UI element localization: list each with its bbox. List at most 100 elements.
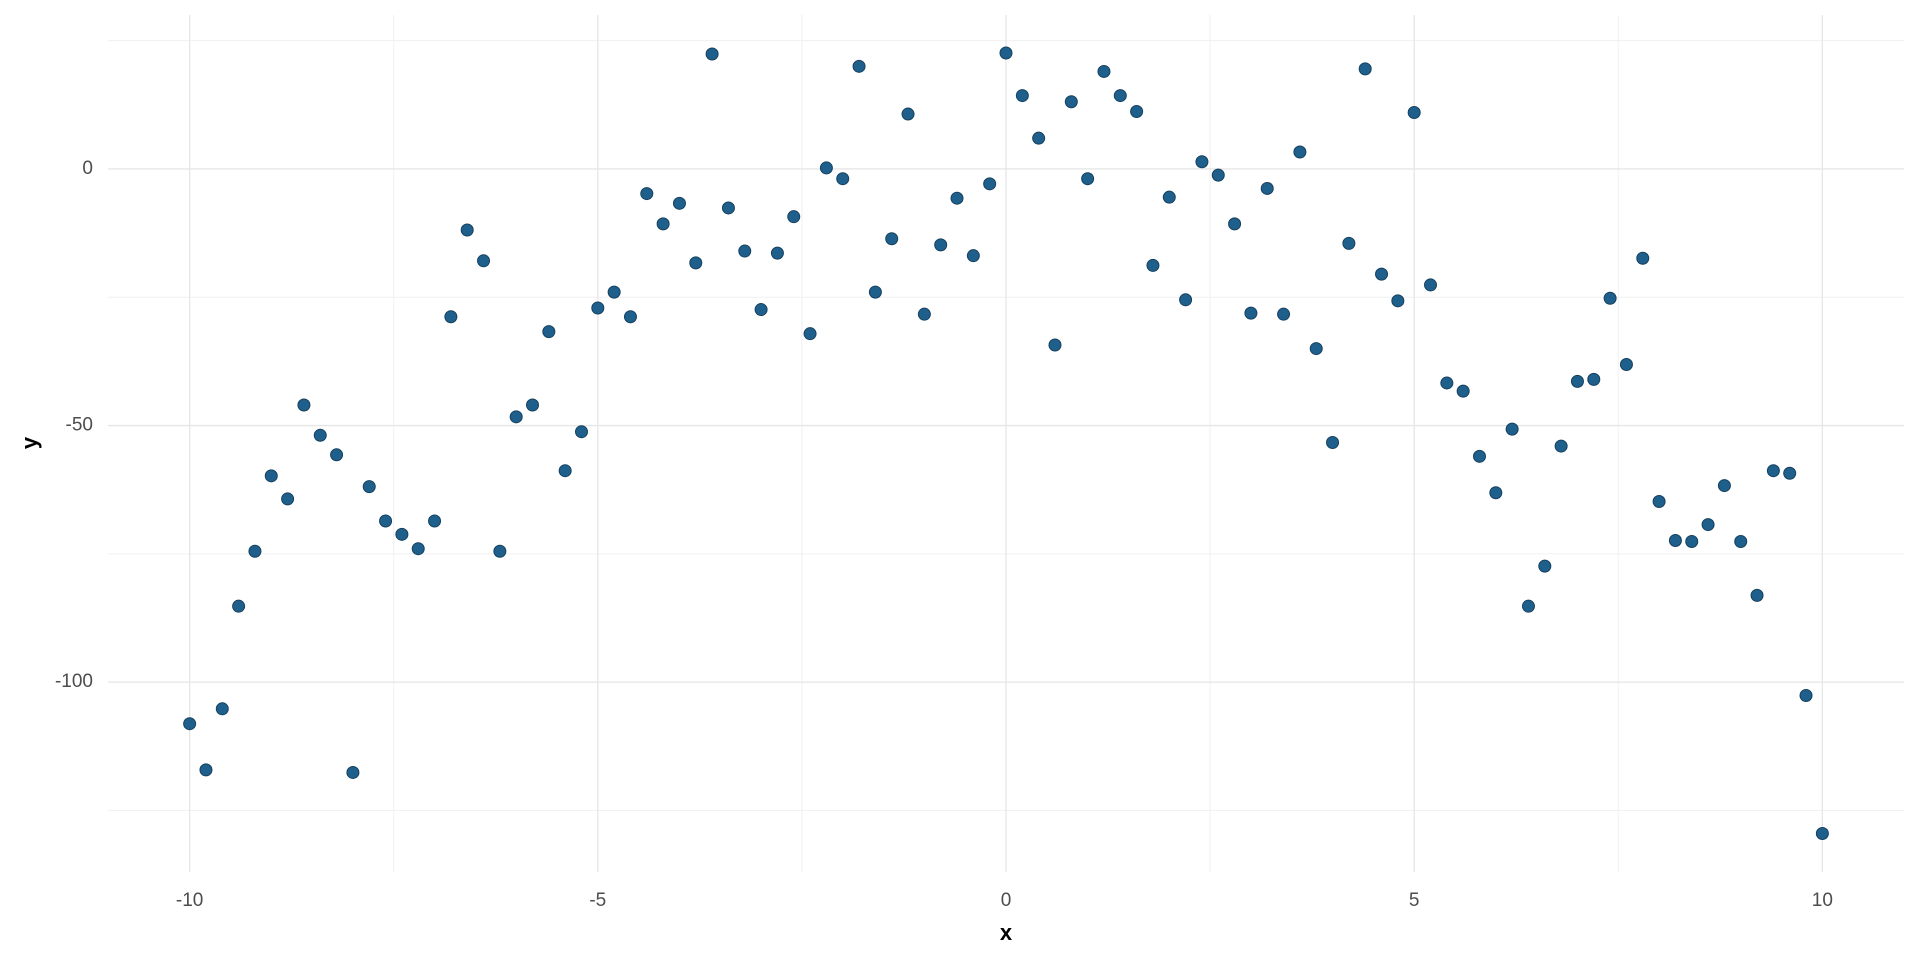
point — [330, 448, 344, 462]
point — [215, 702, 229, 716]
point — [460, 223, 474, 237]
point — [428, 514, 442, 528]
point — [1619, 357, 1633, 371]
point — [1554, 439, 1568, 453]
y-tick-label: 0 — [82, 158, 93, 179]
x-tick-label: -10 — [176, 890, 203, 911]
point — [656, 217, 670, 231]
point — [542, 325, 556, 339]
point — [738, 244, 752, 258]
point — [1228, 217, 1242, 231]
point — [1277, 307, 1291, 321]
point — [1375, 267, 1389, 281]
point — [1015, 89, 1029, 103]
point — [1244, 306, 1258, 320]
point — [1081, 172, 1095, 186]
point — [836, 172, 850, 186]
point — [1472, 449, 1486, 463]
point — [1783, 466, 1797, 480]
point — [395, 527, 409, 541]
point — [1326, 435, 1340, 449]
point — [1113, 89, 1127, 103]
point — [1440, 376, 1454, 390]
x-tick-label: 5 — [1409, 890, 1420, 911]
point — [1211, 168, 1225, 182]
point — [1179, 293, 1193, 307]
point — [346, 765, 360, 779]
point — [1717, 479, 1731, 493]
point — [1505, 422, 1519, 436]
point — [232, 599, 246, 613]
point — [248, 544, 262, 558]
point — [1489, 486, 1503, 500]
point — [1391, 294, 1405, 308]
point — [379, 514, 393, 528]
point — [1293, 145, 1307, 159]
point — [313, 428, 327, 442]
point — [1456, 384, 1470, 398]
point — [1521, 599, 1535, 613]
point — [1162, 190, 1176, 204]
point — [1260, 181, 1274, 195]
point — [477, 254, 491, 268]
point — [1603, 291, 1617, 305]
point — [574, 425, 588, 439]
point — [1799, 688, 1813, 702]
point — [1750, 588, 1764, 602]
point — [444, 310, 458, 324]
point — [868, 285, 882, 299]
point — [966, 249, 980, 263]
point — [1587, 372, 1601, 386]
point — [852, 59, 866, 73]
point — [199, 763, 213, 777]
point — [1048, 338, 1062, 352]
point — [1358, 62, 1372, 76]
point — [1701, 518, 1715, 532]
point — [934, 238, 948, 252]
point — [623, 310, 637, 324]
point — [1407, 106, 1421, 120]
point — [705, 47, 719, 61]
point — [689, 256, 703, 270]
point — [1130, 104, 1144, 118]
point — [770, 246, 784, 260]
point — [297, 398, 311, 412]
point — [1652, 494, 1666, 508]
point — [362, 480, 376, 494]
y-tick-label: -50 — [66, 415, 93, 436]
x-axis-label: x — [1000, 920, 1013, 945]
point — [509, 410, 523, 424]
point — [1342, 236, 1356, 250]
point — [1309, 342, 1323, 356]
point — [1668, 533, 1682, 547]
point — [721, 201, 735, 215]
point — [1064, 95, 1078, 109]
point — [1538, 559, 1552, 573]
point — [183, 717, 197, 731]
point — [901, 107, 915, 121]
point — [411, 542, 425, 556]
point — [607, 285, 621, 299]
point — [999, 46, 1013, 60]
point — [917, 307, 931, 321]
x-tick-label: -5 — [589, 890, 606, 911]
point — [1146, 258, 1160, 272]
point — [493, 544, 507, 558]
x-tick-label: 10 — [1812, 890, 1833, 911]
point — [950, 191, 964, 205]
point — [1097, 64, 1111, 78]
point — [1685, 535, 1699, 549]
point — [819, 161, 833, 175]
point — [1424, 278, 1438, 292]
point — [526, 398, 540, 412]
point — [558, 464, 572, 478]
point — [1734, 535, 1748, 549]
point — [264, 469, 278, 483]
point — [1815, 827, 1829, 841]
point — [885, 232, 899, 246]
point — [640, 187, 654, 201]
x-tick-label: 0 — [1001, 890, 1012, 911]
y-axis-label: y — [17, 436, 42, 449]
point — [983, 177, 997, 191]
